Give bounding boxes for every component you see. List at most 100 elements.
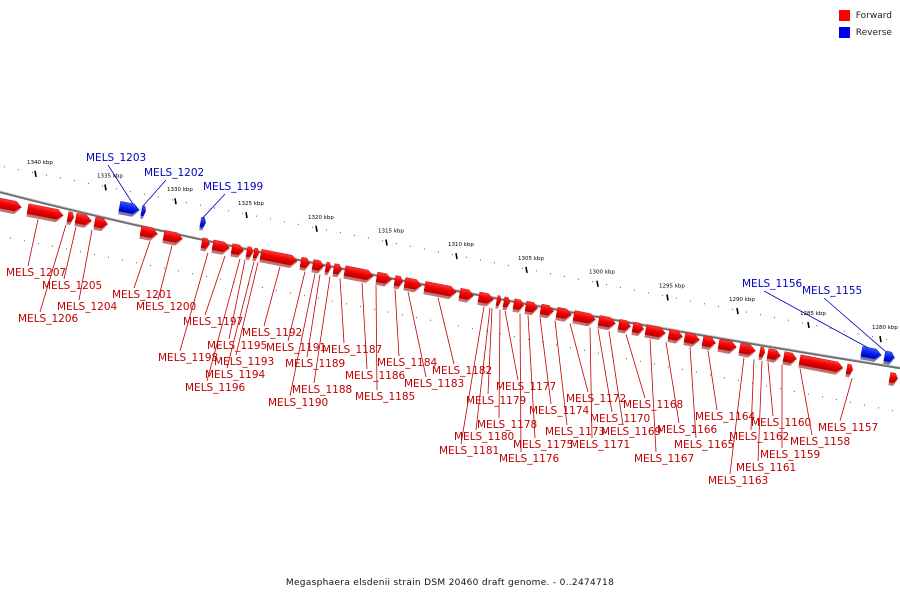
gene-mels-1206[interactable] xyxy=(26,203,64,224)
gene-label-mels-1207[interactable]: MELS_1207 xyxy=(6,267,66,279)
gene-label-mels-1163[interactable]: MELS_1163 xyxy=(708,475,768,487)
gene-label-mels-1162[interactable]: MELS_1162 xyxy=(729,431,789,443)
gene-mels-1191[interactable] xyxy=(299,256,310,271)
gene-label-mels-1189[interactable]: MELS_1189 xyxy=(285,358,345,370)
gene-label-mels-1168[interactable]: MELS_1168 xyxy=(623,399,683,411)
gene-mels-1167[interactable] xyxy=(667,328,683,344)
gene-label-mels-1175[interactable]: MELS_1175 xyxy=(513,439,573,451)
gene-label-mels-1190[interactable]: MELS_1190 xyxy=(268,397,328,409)
gene-label-mels-1195[interactable]: MELS_1195 xyxy=(207,340,267,352)
gene-mels-1172[interactable] xyxy=(572,310,596,328)
gene-mels-1174[interactable] xyxy=(539,303,554,319)
gene-mels-1203[interactable] xyxy=(118,201,140,218)
gene-label-mels-1198[interactable]: MELS_1198 xyxy=(158,352,218,364)
gene-mels-1163[interactable] xyxy=(738,342,756,359)
gene-mels-1177[interactable] xyxy=(502,296,510,311)
gene-mels-1186[interactable] xyxy=(343,265,374,284)
gene-label-mels-1173[interactable]: MELS_1173 xyxy=(545,426,605,438)
gene-mels-1188[interactable] xyxy=(324,261,332,276)
gene-mels-1156[interactable] xyxy=(860,346,882,363)
gene-label-mels-1164[interactable]: MELS_1164 xyxy=(695,411,755,423)
gene-label-mels-1194[interactable]: MELS_1194 xyxy=(205,369,265,381)
gene-mels-1179[interactable] xyxy=(477,291,494,308)
gene-label-mels-1193[interactable]: MELS_1193 xyxy=(214,356,274,368)
gene-mels-1207[interactable] xyxy=(0,197,22,215)
gene-label-mels-1201[interactable]: MELS_1201 xyxy=(112,289,172,301)
gene-mels-1205[interactable] xyxy=(66,211,74,226)
gene-label-mels-1184[interactable]: MELS_1184 xyxy=(377,357,437,369)
gene-mels-1199[interactable] xyxy=(199,216,206,231)
gene-mels-1182[interactable] xyxy=(423,281,457,300)
gene-label-mels-1172[interactable]: MELS_1172 xyxy=(566,393,626,405)
gene-label-mels-1161[interactable]: MELS_1161 xyxy=(736,462,796,474)
gene-mels-1195[interactable] xyxy=(245,246,253,261)
gene-mels-1197[interactable] xyxy=(211,239,230,256)
gene-mels-1176[interactable] xyxy=(512,298,524,314)
gene-mels-1181[interactable] xyxy=(458,288,474,303)
gene-label-mels-1188[interactable]: MELS_1188 xyxy=(292,384,352,396)
gene-mels-1194[interactable] xyxy=(252,247,260,262)
gene-label-mels-1157[interactable]: MELS_1157 xyxy=(818,422,878,434)
gene-mels-1161[interactable] xyxy=(766,348,781,363)
gene-mels-1168[interactable] xyxy=(644,324,666,342)
gene-label-mels-1205[interactable]: MELS_1205 xyxy=(42,280,102,292)
gene-mels-1192[interactable] xyxy=(259,249,298,269)
gene-mels-1187[interactable] xyxy=(332,263,342,278)
gene-mels-1159[interactable] xyxy=(798,354,844,376)
gene-label-mels-1155[interactable]: MELS_1155 xyxy=(802,285,862,297)
gene-label-mels-1171[interactable]: MELS_1171 xyxy=(570,439,630,451)
gene-label-mels-1202[interactable]: MELS_1202 xyxy=(144,167,204,179)
gene-label-mels-1199[interactable]: MELS_1199 xyxy=(203,181,263,193)
gene-label-mels-1196[interactable]: MELS_1196 xyxy=(185,382,245,394)
gene-label-mels-1156[interactable]: MELS_1156 xyxy=(742,278,802,290)
gene-label-mels-1179[interactable]: MELS_1179 xyxy=(466,395,526,407)
gene-label-mels-1191[interactable]: MELS_1191 xyxy=(266,342,326,354)
gene-label-mels-1186[interactable]: MELS_1186 xyxy=(345,370,405,382)
gene-mels-1162[interactable] xyxy=(758,346,766,361)
gene-mels-1184[interactable] xyxy=(393,275,403,290)
gene-label-mels-1180[interactable]: MELS_1180 xyxy=(454,431,514,443)
gene-mels-1157[interactable] xyxy=(888,372,898,387)
gene-mels-1183[interactable] xyxy=(403,277,422,293)
gene-mels-1173[interactable] xyxy=(555,306,572,323)
gene-label-mels-1182[interactable]: MELS_1182 xyxy=(432,365,492,377)
gene-mels-1164[interactable] xyxy=(717,338,737,355)
gene-label-mels-1176[interactable]: MELS_1176 xyxy=(499,453,559,465)
gene-label-mels-1204[interactable]: MELS_1204 xyxy=(57,301,117,313)
gene-label-mels-1203[interactable]: MELS_1203 xyxy=(86,152,146,164)
gene-label-mels-1187[interactable]: MELS_1187 xyxy=(322,344,382,356)
gene-mels-1171[interactable] xyxy=(597,315,616,331)
gene-label-mels-1158[interactable]: MELS_1158 xyxy=(790,436,850,448)
gene-label-mels-1177[interactable]: MELS_1177 xyxy=(496,381,556,393)
gene-mels-1165[interactable] xyxy=(701,335,716,351)
gene-label-mels-1166[interactable]: MELS_1166 xyxy=(657,424,717,436)
gene-mels-1198[interactable] xyxy=(200,237,210,252)
gene-label-mels-1169[interactable]: MELS_1169 xyxy=(601,426,661,438)
gene-label-mels-1183[interactable]: MELS_1183 xyxy=(404,378,464,390)
gene-mels-1158[interactable] xyxy=(845,363,853,378)
gene-label-mels-1160[interactable]: MELS_1160 xyxy=(751,417,811,429)
gene-mels-1204[interactable] xyxy=(74,212,92,229)
gene-mels-1155[interactable] xyxy=(883,350,895,366)
gene-label-mels-1174[interactable]: MELS_1174 xyxy=(529,405,589,417)
gene-mels-1201[interactable] xyxy=(139,225,158,242)
gene-mels-1166[interactable] xyxy=(683,332,700,348)
gene-label-mels-1165[interactable]: MELS_1165 xyxy=(674,439,734,451)
gene-label-mels-1167[interactable]: MELS_1167 xyxy=(634,453,694,465)
gene-label-mels-1185[interactable]: MELS_1185 xyxy=(355,391,415,403)
gene-mels-1175[interactable] xyxy=(524,300,538,316)
gene-mels-1204[interactable] xyxy=(93,216,108,232)
gene-label-mels-1178[interactable]: MELS_1178 xyxy=(477,419,537,431)
gene-mels-1178[interactable] xyxy=(495,295,502,309)
gene-mels-1197[interactable] xyxy=(230,243,244,259)
gene-mels-1202[interactable] xyxy=(140,205,146,220)
gene-mels-1200[interactable] xyxy=(162,230,183,246)
gene-label-mels-1192[interactable]: MELS_1192 xyxy=(242,327,302,339)
gene-mels-1170[interactable] xyxy=(617,319,631,334)
gene-label-mels-1197[interactable]: MELS_1197 xyxy=(183,316,243,328)
gene-label-mels-1159[interactable]: MELS_1159 xyxy=(760,449,820,461)
gene-label-mels-1170[interactable]: MELS_1170 xyxy=(590,413,650,425)
gene-label-mels-1181[interactable]: MELS_1181 xyxy=(439,445,499,457)
gene-mels-1189[interactable] xyxy=(311,259,324,274)
gene-mels-1185[interactable] xyxy=(375,271,392,288)
